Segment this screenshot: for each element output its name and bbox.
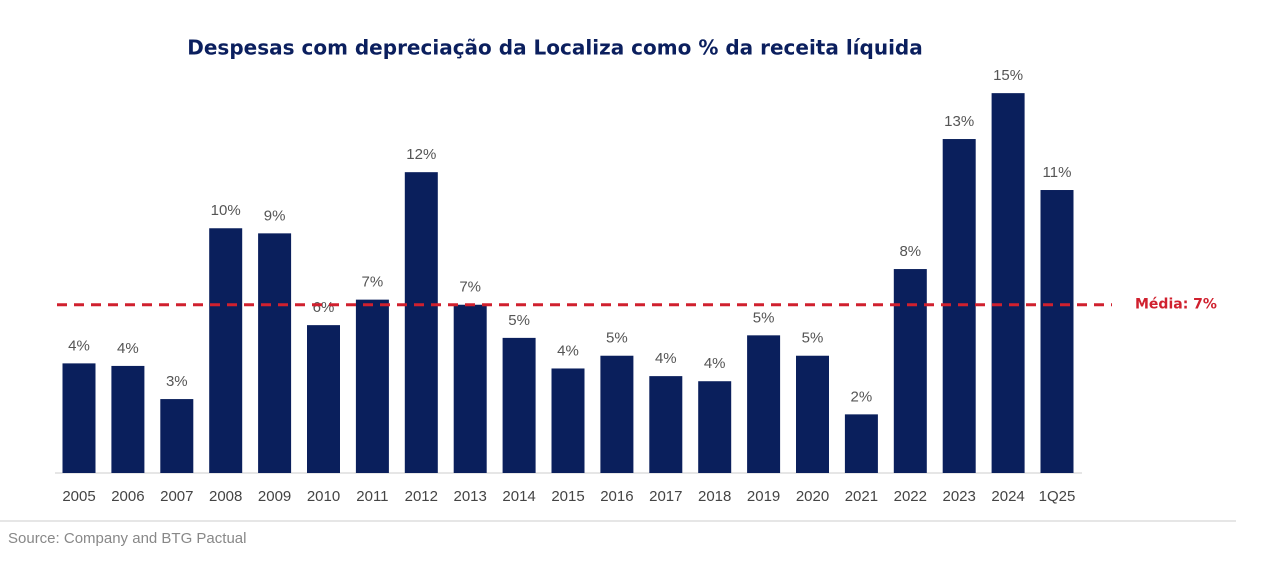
x-tick-label: 2024 [991,488,1024,505]
bar [747,335,781,473]
value-label: 6% [313,299,335,316]
bar [404,172,438,473]
value-label: 5% [753,309,775,326]
bar [62,363,96,473]
average-label: Média: 7% [1135,297,1217,313]
x-tick-label: 2020 [796,488,829,505]
x-tick-label: 2010 [307,488,340,505]
x-tick-label: 2007 [160,488,193,505]
value-label: 7% [459,279,481,296]
bar [600,355,634,473]
value-label: 11% [1043,164,1072,181]
x-tick-label: 2006 [111,488,144,505]
bar [502,337,536,473]
chart-title: Despesas com depreciação da Localiza com… [187,36,923,60]
bar [258,233,292,473]
value-label: 4% [557,342,579,359]
bar [209,228,243,473]
x-tick-label: 2021 [845,488,878,505]
x-tick-label: 2011 [356,488,388,505]
source: Source: Company and BTG Pactual [8,530,246,547]
bar [893,269,927,473]
value-label: 5% [606,330,628,347]
x-tick-label: 2018 [698,488,731,505]
bar [1040,190,1074,473]
x-tick-label: 2009 [258,488,291,505]
bar [698,381,732,473]
x-tick-label: 1Q25 [1039,488,1076,505]
x-tick-label: 2022 [894,488,927,505]
bar [551,368,585,473]
bar [160,399,194,473]
value-label: 3% [166,373,188,390]
x-tick-label: 2019 [747,488,780,505]
bar [844,414,878,473]
value-label: 4% [117,340,139,357]
x-tick-label: 2014 [502,488,535,505]
x-tick-label: 2023 [943,488,976,505]
value-label: 4% [704,355,726,372]
value-label: 15% [993,67,1023,84]
bar [649,376,683,473]
x-tick-label: 2017 [649,488,682,505]
value-label: 12% [406,146,436,163]
bar [796,355,829,473]
value-label: 9% [264,207,286,224]
value-label: 2% [851,388,873,405]
bar [453,304,487,473]
value-label: 10% [211,202,241,219]
value-label: 7% [362,274,384,291]
bar [991,93,1025,474]
x-tick-label: 2005 [62,488,95,505]
value-label: 5% [802,330,824,347]
value-label: 13% [944,113,974,130]
bar [307,325,340,473]
value-label: 8% [899,243,921,260]
x-tick-label: 2015 [551,488,584,505]
value-label: 4% [68,337,90,354]
bar [355,299,389,473]
bar [111,365,145,473]
x-tick-label: 2012 [405,488,438,505]
value-label: 5% [508,312,530,329]
x-tick-label: 2016 [600,488,633,505]
x-tick-label: 2013 [454,488,487,505]
value-label: 4% [655,350,677,367]
x-tick-label: 2008 [209,488,242,505]
